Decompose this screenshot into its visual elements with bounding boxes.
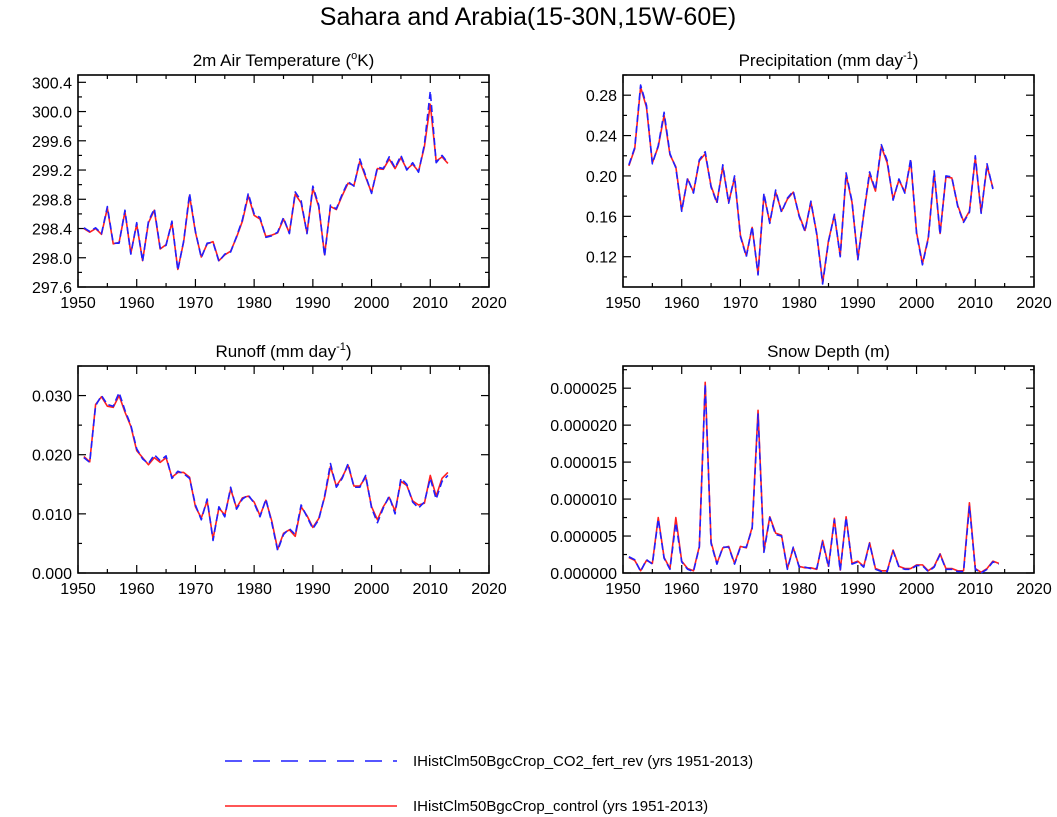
y-tick-label: 0.000010 [550, 492, 617, 509]
y-tick-label: 298.8 [32, 192, 72, 209]
series-line-precipitation-control [628, 86, 994, 284]
panel-title-runoff: Runoff (mm day-1) [215, 341, 351, 361]
x-tick-label: 1960 [119, 295, 155, 312]
x-tick-label: 1960 [119, 581, 155, 598]
x-tick-label: 1950 [60, 581, 96, 598]
x-tick-label: 2000 [354, 295, 390, 312]
x-tick-label: 1970 [178, 295, 214, 312]
series-line-snow-depth-control [628, 381, 1000, 574]
y-tick-label: 0.000025 [550, 381, 617, 398]
panel-title-air-temperature: 2m Air Temperature (oK) [193, 50, 375, 70]
series-line-air-temperature-control [83, 103, 449, 271]
x-tick-label: 2010 [412, 295, 448, 312]
x-tick-label: 1990 [295, 295, 331, 312]
x-tick-label: 2020 [1016, 295, 1052, 312]
x-tick-label: 2020 [471, 581, 507, 598]
x-tick-label: 1980 [781, 581, 817, 598]
y-tick-label: 298.4 [32, 222, 72, 239]
y-tick-label: 300.0 [32, 105, 72, 122]
series-line-snow-depth-co2-fert-rev [628, 383, 1000, 574]
x-tick-label: 2010 [957, 581, 993, 598]
x-tick-label: 1980 [781, 295, 817, 312]
series-line-precipitation-co2-fert-rev [628, 84, 994, 285]
x-tick-label: 1950 [605, 295, 641, 312]
series-line-runoff-co2-fert-rev [83, 391, 449, 552]
plot-frame-runoff [77, 365, 490, 574]
panel-air-temperature: 2m Air Temperature (oK) 1950 1960 1970 1980 1… [32, 50, 507, 312]
x-tick-label: 2020 [471, 295, 507, 312]
y-tick-label: 299.6 [32, 134, 72, 151]
y-tick-label: 0.20 [586, 169, 617, 186]
y-tick-label: 0.000015 [550, 455, 617, 472]
y-tick-label: 300.4 [32, 75, 72, 92]
x-tick-label: 1990 [840, 581, 876, 598]
y-tick-label: 297.6 [32, 280, 72, 297]
series-line-air-temperature-co2-fert-rev [83, 90, 449, 271]
x-tick-label: 1960 [664, 295, 700, 312]
legend-label-control: IHistClm50BgcCrop_control (yrs 1951-2013… [413, 798, 708, 815]
panel-title-precipitation: Precipitation (mm day-1) [739, 50, 919, 70]
y-tick-label: 0.24 [586, 129, 617, 146]
x-tick-label: 2000 [899, 581, 935, 598]
x-tick-label: 1980 [236, 295, 272, 312]
y-tick-label: 0.000 [32, 566, 72, 583]
y-tick-label: 0.030 [32, 389, 72, 406]
y-tick-label: 298.0 [32, 251, 72, 268]
x-tick-label: 2020 [1016, 581, 1052, 598]
y-tick-label: 0.12 [586, 250, 617, 267]
x-tick-label: 1960 [664, 581, 700, 598]
panel-title-snow-depth: Snow Depth (m) [767, 342, 890, 361]
x-tick-label: 1980 [236, 581, 272, 598]
x-tick-label: 2000 [899, 295, 935, 312]
x-tick-label: 2010 [412, 581, 448, 598]
y-tick-label: 299.2 [32, 163, 72, 180]
figure-title: Sahara and Arabia(15-30N,15W-60E) [320, 3, 736, 31]
y-tick-label: 0.010 [32, 507, 72, 524]
plot-frame-air-temperature [77, 74, 490, 288]
y-tick-label: 0.000020 [550, 418, 617, 435]
legend-label-co2-fert-rev: IHistClm50BgcCrop_CO2_fert_rev (yrs 1951… [413, 753, 753, 770]
x-tick-label: 1970 [723, 295, 759, 312]
x-tick-label: 1970 [723, 581, 759, 598]
x-tick-label: 1990 [295, 581, 331, 598]
y-tick-label: 0.16 [586, 209, 617, 226]
panel-runoff: Runoff (mm day-1) 1950 1960 1970 1980 1990 200… [32, 341, 507, 598]
x-tick-label: 1950 [605, 581, 641, 598]
y-tick-label: 0.020 [32, 448, 72, 465]
panel-precipitation: Precipitation (mm day-1) 1950 1960 1970 1980… [586, 50, 1052, 312]
y-tick-label: 0.28 [586, 88, 617, 105]
x-tick-label: 2010 [957, 295, 993, 312]
x-tick-label: 1970 [178, 581, 214, 598]
x-tick-label: 1990 [840, 295, 876, 312]
series-line-runoff-control [83, 394, 449, 551]
legend: IHistClm50BgcCrop_CO2_fert_rev (yrs 1951… [225, 753, 753, 815]
x-tick-label: 1950 [60, 295, 96, 312]
y-tick-label: 0.000000 [550, 566, 617, 583]
x-tick-label: 2000 [354, 581, 390, 598]
y-tick-label: 0.000005 [550, 529, 617, 546]
panel-snow-depth: Snow Depth (m) 1950 1960 1970 1980 1990 2000 20… [550, 342, 1052, 598]
